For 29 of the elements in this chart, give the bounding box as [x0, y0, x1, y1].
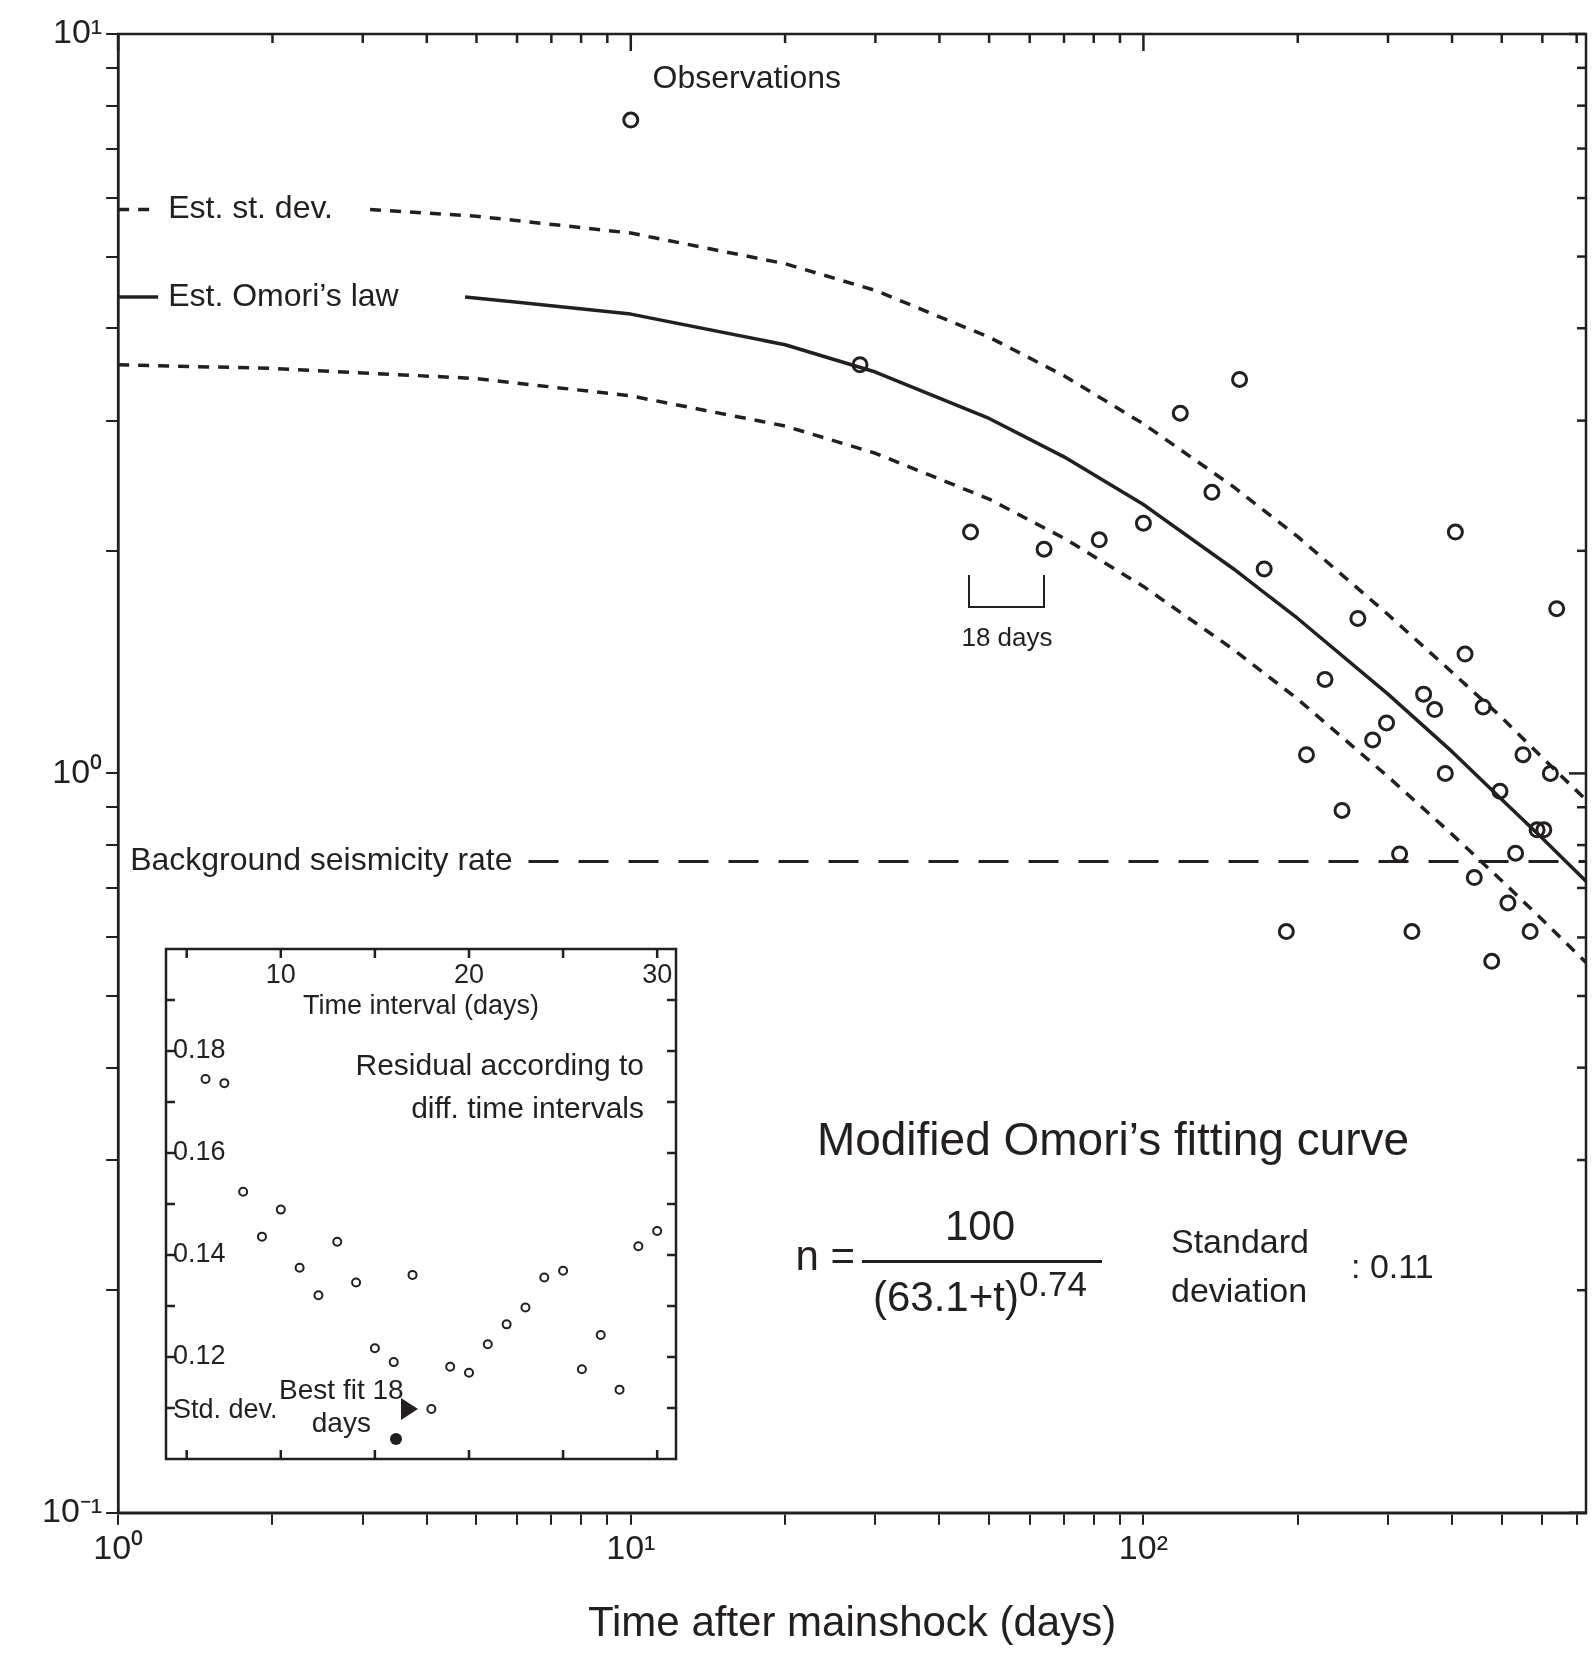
x-tick-label: 10¹ — [606, 1527, 656, 1566]
x-tick-label: 30 — [642, 959, 673, 990]
y-tick-label: 0.18 — [173, 1034, 226, 1065]
y-axis-title: Std. dev. — [173, 1394, 278, 1425]
x-tick-label: 20 — [453, 959, 485, 990]
y-tick-label: 10¹ — [53, 12, 103, 51]
x-tick-label: 10² — [1118, 1527, 1168, 1566]
y-tick-label: 0.12 — [173, 1340, 226, 1371]
annotation: Modified Omori’s fitting curve — [816, 1113, 1410, 1165]
y-tick-label: 0.14 — [173, 1238, 226, 1269]
annotation: (63.1+t)$^{0.74}$ — [872, 1264, 1088, 1320]
y-tick-label: 10⁻¹ — [42, 1491, 103, 1530]
series-label: Observations — [652, 58, 842, 95]
x-axis-title: Time interval (days) — [302, 990, 540, 1021]
annotation: : 0.11 — [1351, 1247, 1434, 1285]
x-axis-title: Time after mainshock (days) — [587, 1598, 1117, 1646]
y-tick-label: 0.16 — [173, 1136, 226, 1167]
legend-label: Est. st. dev. — [168, 189, 333, 226]
x-tick-label: 10⁰ — [93, 1527, 144, 1566]
ref-line-label: Background seismicity rate — [130, 841, 513, 878]
annotation: Standard deviation — [1171, 1221, 1310, 1311]
x-tick-label: 10 — [265, 959, 296, 990]
annotation: 100 — [944, 1202, 1016, 1249]
annotation: n = — [795, 1232, 855, 1279]
annotation: Residual according to diff. time intervals — [355, 1048, 645, 1125]
annotation: Best fit 18 days — [279, 1373, 404, 1438]
y-tick-label: 10⁰ — [52, 751, 103, 790]
annotation: 18 days — [961, 622, 1053, 652]
legend-label: Est. Omori’s law — [168, 276, 400, 313]
